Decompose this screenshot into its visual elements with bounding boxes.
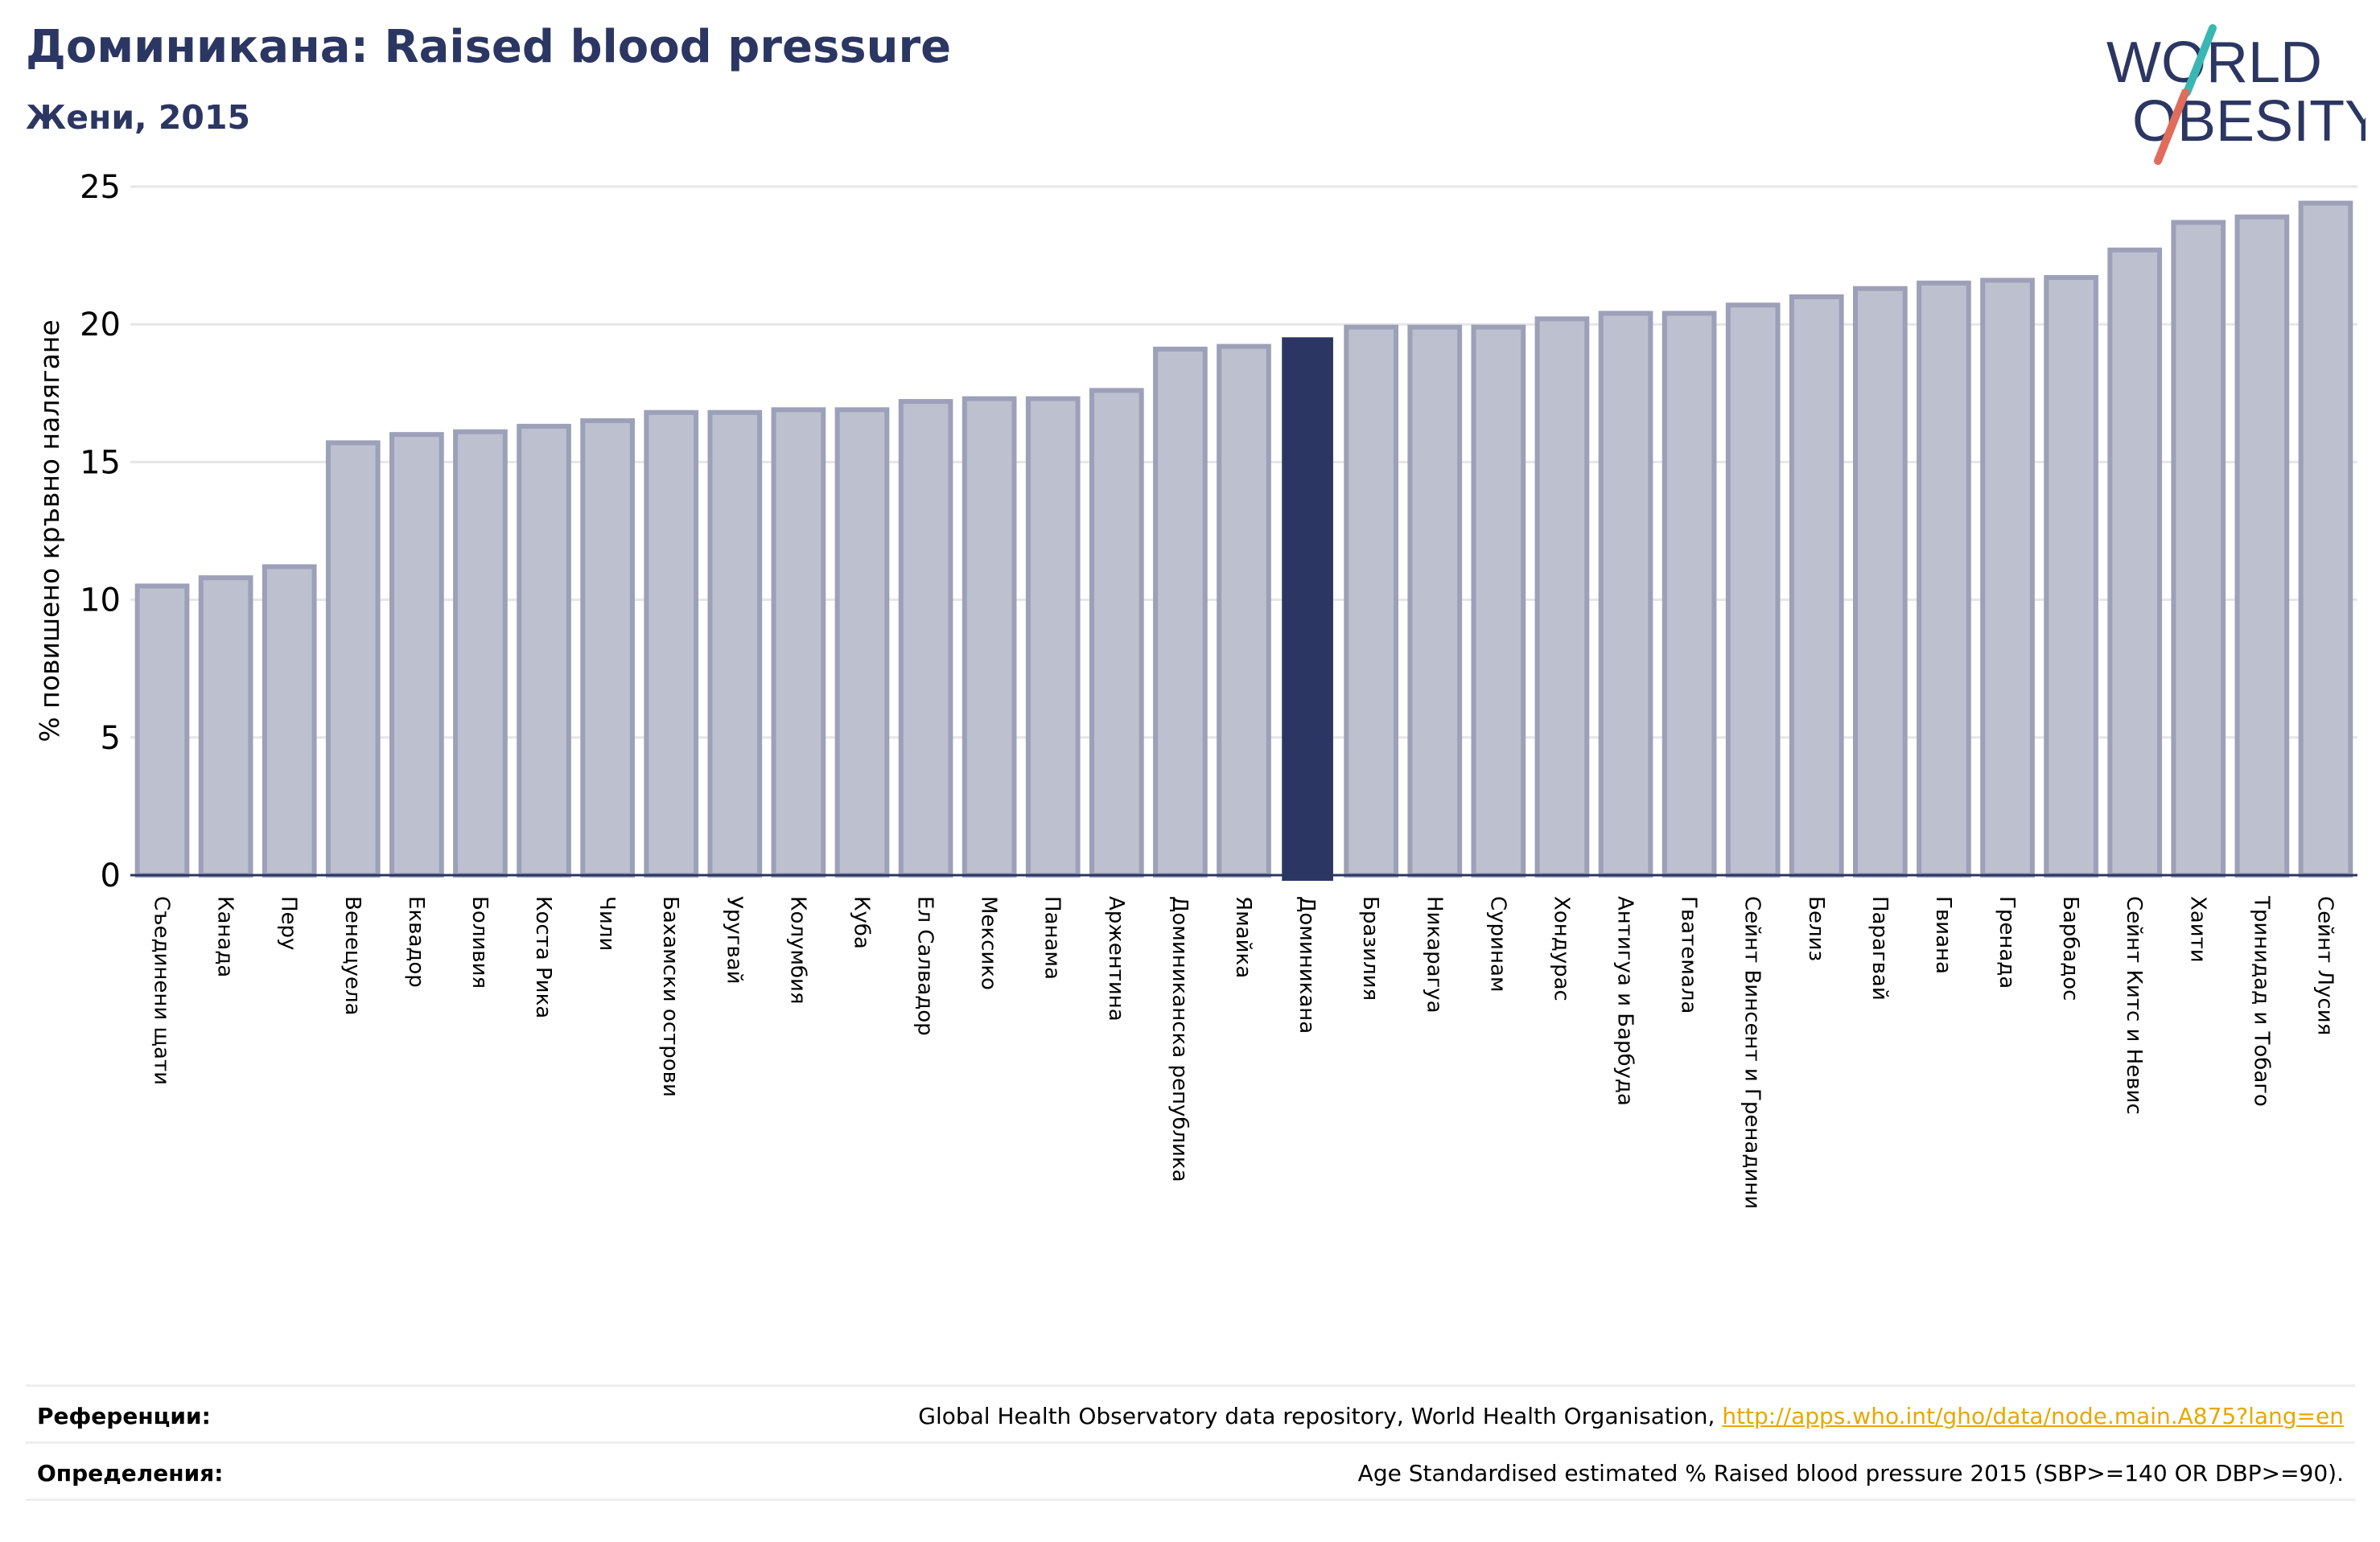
- bar: [834, 407, 890, 878]
- bar: [2234, 214, 2290, 878]
- bar: [517, 423, 571, 878]
- logo-slash-red: [2154, 88, 2189, 165]
- chart-title: Доминикана: Raised blood pressure: [26, 21, 952, 73]
- bar: [261, 564, 317, 878]
- x-tick-label: Парагвай: [1867, 896, 1892, 1001]
- bar: [1407, 324, 1463, 878]
- x-tick-label: Куба: [849, 896, 873, 949]
- footer-divider-top: [26, 1384, 2355, 1387]
- bar: [1025, 396, 1081, 878]
- x-tick-label: Сейнт Лусия: [2312, 896, 2337, 1035]
- bar: [453, 429, 508, 878]
- x-tick-label: Белиз: [1804, 896, 1828, 961]
- x-tick-label: Доминикана: [1295, 896, 1319, 1034]
- definitions-text: Age Standardised estimated % Raised bloo…: [1357, 1460, 2344, 1486]
- x-tick-label: Бразилия: [1358, 896, 1382, 1001]
- x-tick-label: Перу: [277, 896, 301, 950]
- bar: [2171, 220, 2226, 878]
- x-tick-label: Сейнт Винсент и Гренадини: [1740, 896, 1764, 1209]
- x-tick-label: Панама: [1040, 896, 1064, 980]
- x-tick-label: Колумбия: [785, 896, 809, 1005]
- footer-divider-bottom: [26, 1499, 2355, 1501]
- chart-subtitle: Жени, 2015: [26, 98, 251, 137]
- references-row: Референции: Global Health Observatory da…: [26, 1393, 2355, 1441]
- bar: [1344, 324, 1399, 878]
- bar: [2298, 200, 2353, 878]
- x-tick-label: Аржентина: [1104, 896, 1128, 1022]
- y-tick-label: 15: [80, 444, 121, 481]
- x-tick-label: Доминиканска република: [1167, 896, 1192, 1182]
- bar: [1853, 286, 1908, 878]
- x-tick-label: Ямайка: [1231, 896, 1255, 978]
- x-tick-label: Хондурас: [1549, 896, 1573, 1001]
- x-tick-label: Коста Рика: [531, 896, 555, 1018]
- x-tick-label: Суринам: [1485, 896, 1509, 993]
- x-tick-label: Никарагуа: [1422, 896, 1446, 1014]
- bar: [1471, 324, 1526, 878]
- bar: [2107, 247, 2163, 878]
- x-tick-label: Барбадос: [2058, 896, 2082, 1001]
- bar: [325, 440, 381, 878]
- bar: [1534, 316, 1590, 878]
- references-label: Референции:: [37, 1403, 211, 1429]
- bar: [1917, 280, 1971, 878]
- y-tick-label: 10: [80, 582, 121, 619]
- bar: [961, 396, 1017, 878]
- x-tick-label: Гвиана: [1931, 896, 1955, 974]
- bar: [134, 583, 190, 878]
- x-tick-label: Чили: [595, 896, 619, 951]
- bar: [1661, 310, 1717, 878]
- x-tick-label: Гватемала: [1677, 896, 1701, 1014]
- bar: [389, 432, 444, 878]
- bar: [1725, 302, 1781, 878]
- x-tick-label: Гренада: [1995, 896, 2019, 989]
- bar: [771, 407, 826, 878]
- bar: [1153, 347, 1208, 878]
- bar-chart: 0 5 10 15 20 25 % повишено кръвно налягане Съед…: [34, 169, 2357, 1209]
- logo-text-world: WORLD: [2106, 31, 2322, 95]
- references-text: Global Health Observatory data repositor…: [918, 1403, 1723, 1429]
- bar: [1089, 388, 1144, 878]
- bar: [198, 575, 253, 878]
- x-tick-label: Тринидад и Тобаго: [2249, 895, 2273, 1107]
- footer-divider-middle: [26, 1441, 2355, 1444]
- x-tick-label: Мексико: [977, 896, 1001, 990]
- x-tick-label: Хаити: [2185, 896, 2209, 963]
- world-obesity-logo: WORLD OBESITY: [2106, 24, 2366, 165]
- x-tick-label: Антигуа и Барбуда: [1613, 896, 1637, 1106]
- y-tick-label: 20: [80, 306, 121, 343]
- x-tick-label: Уругвай: [722, 896, 746, 985]
- x-tick-label: Сейнт Китс и Невис: [2122, 896, 2146, 1115]
- bar: [580, 418, 635, 878]
- bar: [707, 409, 763, 878]
- x-tick-label: Еквадор: [404, 896, 428, 988]
- y-tick-label: 0: [101, 857, 121, 894]
- bar: [644, 409, 699, 878]
- y-axis-label: % повишено кръвно налягане: [34, 319, 65, 742]
- x-tick-label: Съединени щати: [150, 896, 174, 1085]
- references-value: Global Health Observatory data repositor…: [918, 1403, 2344, 1429]
- x-tick-label: Ел Салвадор: [913, 896, 937, 1036]
- references-link[interactable]: http://apps.who.int/gho/data/node.main.A…: [1722, 1403, 2344, 1429]
- bar: [898, 399, 953, 878]
- bar: [1598, 310, 1653, 878]
- y-tick-label: 25: [80, 169, 121, 206]
- y-tick-label: 5: [101, 720, 121, 757]
- x-tick-label: Венецуела: [340, 896, 364, 1015]
- bar: [1217, 343, 1271, 878]
- x-tick-label: Боливия: [467, 896, 492, 989]
- bar: [1980, 278, 2035, 878]
- bar: [1282, 337, 1333, 881]
- x-tick-label: Канада: [213, 896, 237, 977]
- definitions-label: Определения:: [37, 1460, 224, 1486]
- logo-slash-teal: [2183, 24, 2217, 97]
- bar: [1789, 294, 1844, 878]
- bar: [2044, 274, 2098, 878]
- x-tick-label: Бахамски острови: [658, 896, 682, 1097]
- definitions-row: Определения: Age Standardised estimated …: [26, 1450, 2355, 1499]
